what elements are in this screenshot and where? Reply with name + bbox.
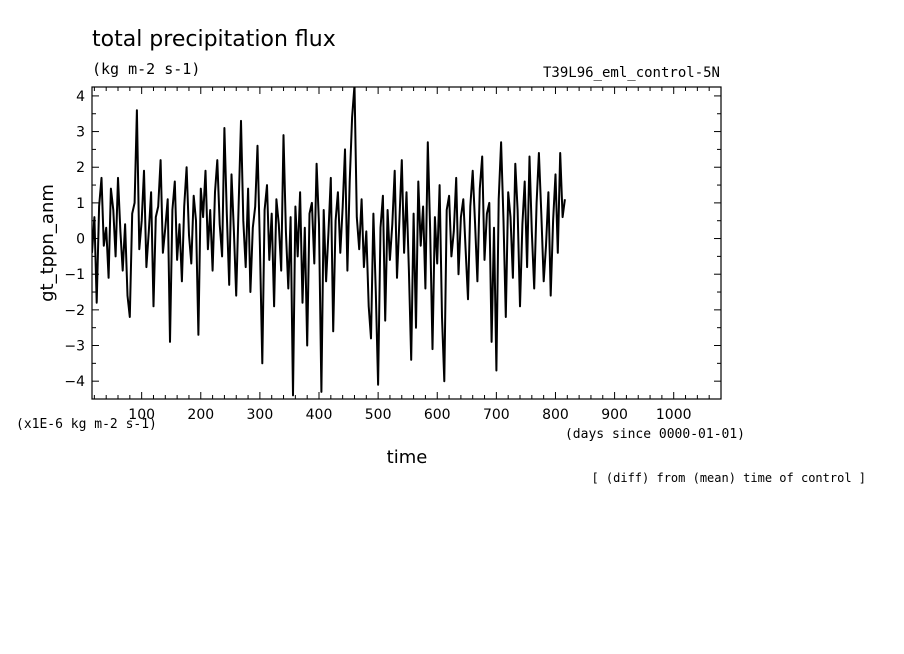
x-tick-label: 900: [601, 407, 628, 423]
x-tick-label: 400: [306, 407, 333, 423]
x-tick-label: 800: [542, 407, 569, 423]
y-axis-label: gt_tppn_anm: [37, 184, 58, 302]
y-tick-label: 2: [76, 160, 85, 176]
y-tick-label: 4: [76, 89, 85, 105]
series-line: [92, 87, 566, 397]
x-axis-label: time: [387, 447, 428, 468]
x-tick-label: 300: [247, 407, 274, 423]
experiment-label: T39L96_eml_control-5N: [543, 65, 720, 81]
y-tick-label: 0: [76, 232, 85, 248]
x-tick-label: 700: [483, 407, 510, 423]
y-tick-label: −3: [64, 339, 85, 355]
y-tick-label: −4: [64, 374, 85, 390]
plot-area: [92, 87, 566, 397]
x-tick-label: 100: [128, 407, 155, 423]
y-tick-label: 3: [76, 125, 85, 141]
tick-marks: [92, 87, 722, 400]
y-units-label: (x1E-6 kg m-2 s-1): [16, 417, 157, 432]
y-tick-label: −2: [64, 303, 85, 319]
x-tick-label: 1000: [656, 407, 692, 423]
x-tick-label: 500: [365, 407, 392, 423]
y-tick-label: 1: [76, 196, 85, 212]
chart-title: total precipitation flux: [92, 27, 336, 52]
plot-frame: [91, 86, 722, 400]
y-tick-label: −1: [64, 267, 85, 283]
chart-units-subtitle: (kg m-2 s-1): [92, 60, 200, 78]
x-tick-label: 200: [187, 407, 214, 423]
x-tick-label: 600: [424, 407, 451, 423]
x-tick-labels: 100 200 300 400 500 600 700 800 900 1000: [128, 407, 691, 423]
x-units-label: (days since 0000-01-01): [565, 427, 745, 442]
footnote: [ (diff) from (mean) time of control ]: [591, 471, 866, 485]
y-tick-labels: −4 −3 −2 −1 0 1 2 3 4: [64, 89, 85, 390]
